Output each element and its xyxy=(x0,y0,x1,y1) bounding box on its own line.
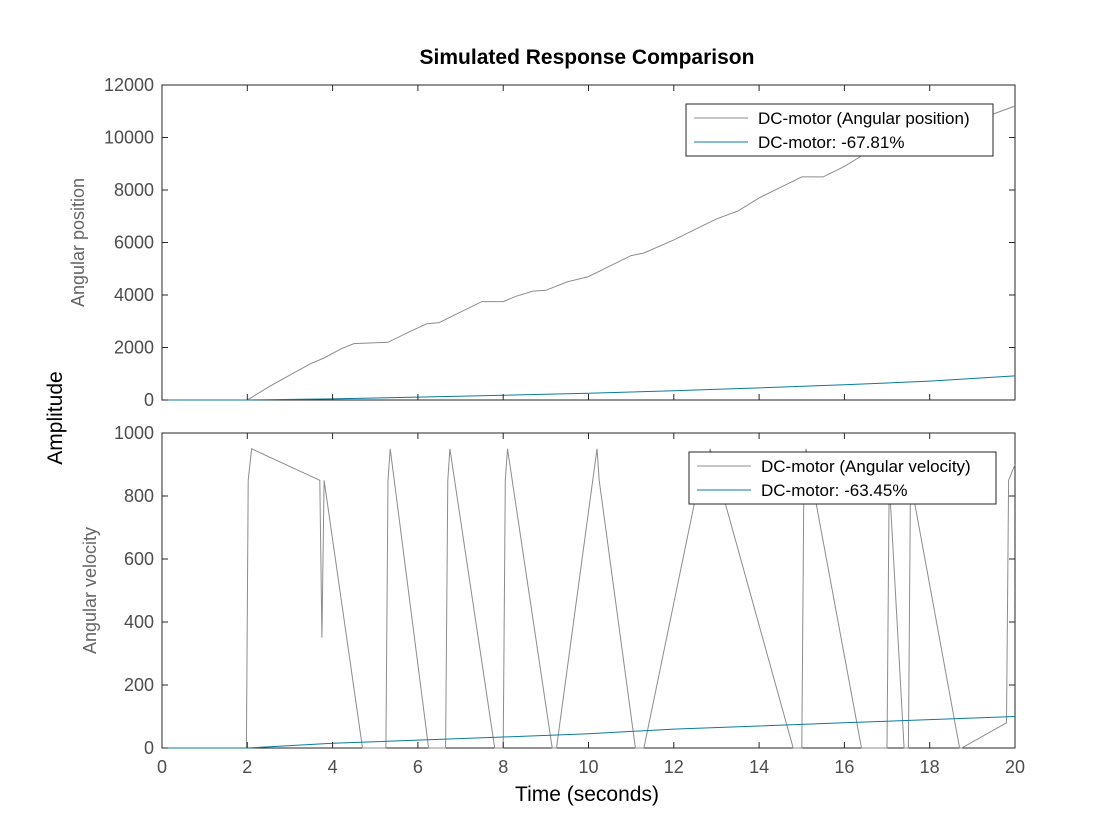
y-tick-label: 800 xyxy=(124,486,154,506)
x-tick-label: 4 xyxy=(328,757,338,777)
x-tick-label: 6 xyxy=(413,757,423,777)
legend-label: DC-motor (Angular position) xyxy=(758,109,970,128)
x-tick-label: 0 xyxy=(157,757,167,777)
y-axis-label: Angular position xyxy=(68,178,88,307)
legend-label: DC-motor: -63.45% xyxy=(761,481,907,500)
chart-title: Simulated Response Comparison xyxy=(420,46,755,69)
simulated-series-line xyxy=(162,375,1016,401)
x-tick-label: 2 xyxy=(242,757,252,777)
y-tick-label: 600 xyxy=(124,549,154,569)
legend-box xyxy=(688,451,997,505)
y-tick-label: 4000 xyxy=(114,285,154,305)
legend: DC-motor (Angular velocity) DC-motor: -63… xyxy=(688,451,997,505)
x-axis-label: Time (seconds) xyxy=(515,783,659,806)
y-axis-label: Angular velocity xyxy=(80,527,100,654)
y-tick-label: 8000 xyxy=(114,180,154,200)
y-tick-label: 1000 xyxy=(114,423,154,443)
x-tick-label: 14 xyxy=(749,757,769,777)
y-tick-label: 2000 xyxy=(114,338,154,358)
y-tick-label: 200 xyxy=(124,675,154,695)
legend: DC-motor (Angular position) DC-motor: -67… xyxy=(685,103,994,157)
measured-series-line xyxy=(162,448,1016,749)
angular-velocity-plot: 0 200 400 600 800 1000 0 2 4 6 8 10 12 14 16 18 20 Angula… xyxy=(80,423,1025,777)
x-tick-label: 12 xyxy=(664,757,684,777)
x-tick-label: 10 xyxy=(578,757,598,777)
x-tick-label: 16 xyxy=(834,757,854,777)
x-tick-label: 18 xyxy=(920,757,940,777)
y-tick-label: 6000 xyxy=(114,233,154,253)
y-tick-label: 400 xyxy=(124,612,154,632)
x-tick-label: 20 xyxy=(1005,757,1025,777)
simulated-series-line xyxy=(162,716,1016,749)
y-tick-label: 0 xyxy=(144,738,154,758)
y-tick-label: 0 xyxy=(144,390,154,410)
angular-position-plot: 0 2000 4000 6000 8000 10000 12000 Angular posit… xyxy=(68,75,1016,410)
legend-label: DC-motor: -67.81% xyxy=(758,133,904,152)
shared-y-axis-label: Amplitude xyxy=(44,371,67,464)
x-tick-label: 8 xyxy=(498,757,508,777)
y-tick-label: 12000 xyxy=(104,75,154,95)
legend-label: DC-motor (Angular velocity) xyxy=(761,457,971,476)
y-tick-label: 10000 xyxy=(104,128,154,148)
legend-box xyxy=(685,103,994,157)
